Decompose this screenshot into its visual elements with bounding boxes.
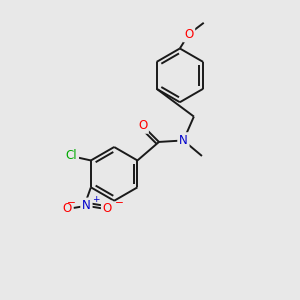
Text: O: O (184, 28, 194, 40)
Text: O: O (138, 119, 147, 132)
Text: O: O (103, 202, 112, 215)
Text: N: N (82, 199, 91, 212)
Text: N: N (179, 134, 188, 147)
Text: +: + (92, 195, 99, 204)
Text: −: − (67, 199, 76, 208)
Text: O: O (62, 202, 72, 215)
Text: Cl: Cl (66, 149, 77, 163)
Text: −: − (115, 199, 123, 208)
